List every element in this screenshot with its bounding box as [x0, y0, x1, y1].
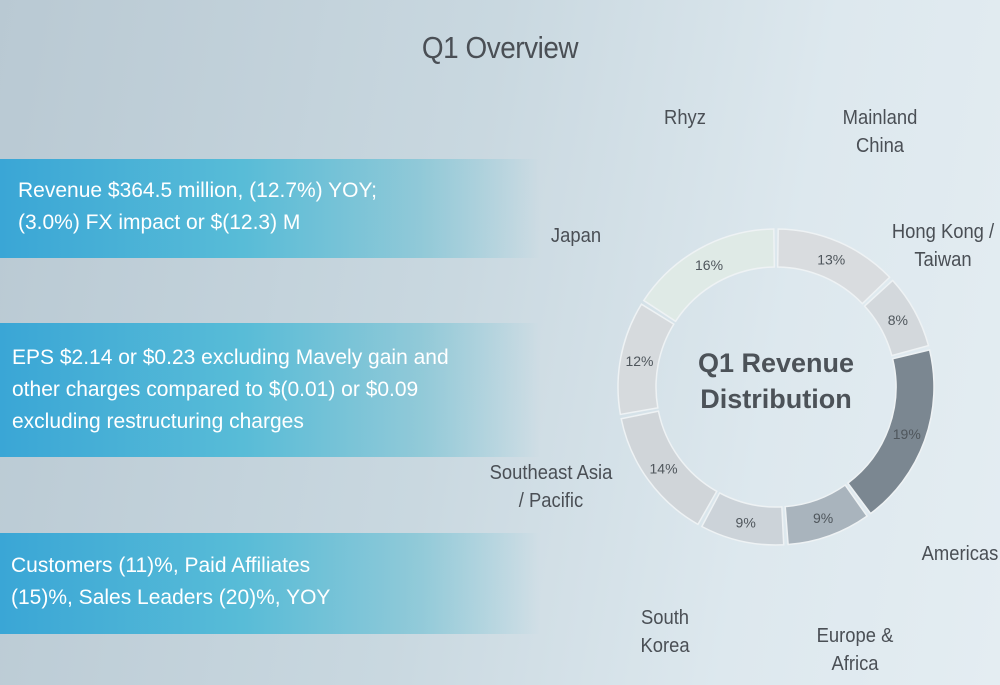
slice-category-label: Southeast Asia / Pacific: [489, 462, 613, 512]
eps-line-3: excluding restructuring charges: [12, 410, 304, 433]
slice-category-label: Americas: [921, 543, 999, 565]
customers-line-1: Customers (11)%, Paid Affiliates: [11, 554, 311, 577]
slice-category-label: Japan: [550, 225, 602, 247]
eps-highlight: EPS $2.14 or $0.23 excluding Mavely gain…: [0, 323, 540, 457]
slice-category-label: Mainland China: [842, 107, 918, 157]
slice-value-label: 19%: [893, 426, 921, 442]
revenue-line-1: Revenue $364.5 million, (12.7%) YOY;: [18, 179, 377, 202]
donut-slice-rhyz: [642, 228, 776, 323]
eps-line-2: other charges compared to $(0.01) or $0.…: [12, 378, 419, 401]
donut-slice-mainland-china: [776, 228, 891, 305]
donut-slice-hong-kong-taiwan: [863, 279, 930, 357]
donut-slice-south-korea: [700, 491, 785, 546]
slice-value-label: 14%: [650, 461, 678, 477]
slice-category-label: South Korea: [640, 607, 690, 657]
donut-slice-southeast-asia-pacific: [620, 410, 718, 526]
customers-line-2: (15)%, Sales Leaders (20)%, YOY: [11, 586, 331, 609]
slide-title: Q1 Overview: [421, 30, 579, 65]
donut-slice-americas: [846, 348, 935, 515]
customers-highlight: Customers (11)%, Paid Affiliates (15)%, …: [0, 533, 540, 634]
donut-slice-japan: [617, 303, 675, 416]
slice-value-label: 16%: [695, 257, 723, 273]
chart-title: Q1 Revenue Distribution: [697, 348, 855, 414]
slice-value-label: 12%: [625, 353, 653, 369]
slice-value-label: 9%: [736, 515, 756, 531]
slice-category-label: Rhyz: [664, 107, 706, 129]
slice-category-label: Europe & Africa: [816, 625, 894, 675]
eps-line-1: EPS $2.14 or $0.23 excluding Mavely gain…: [12, 346, 449, 369]
slice-value-label: 9%: [813, 510, 833, 526]
slice-value-label: 13%: [817, 251, 845, 267]
revenue-highlight: Revenue $364.5 million, (12.7%) YOY; (3.…: [0, 159, 540, 258]
slice-value-label: 8%: [888, 312, 908, 328]
donut-slice-europe-africa: [784, 484, 869, 546]
revenue-line-2: (3.0%) FX impact or $(12.3) M: [18, 211, 301, 234]
slice-category-label: Hong Kong / Taiwan: [891, 221, 995, 271]
